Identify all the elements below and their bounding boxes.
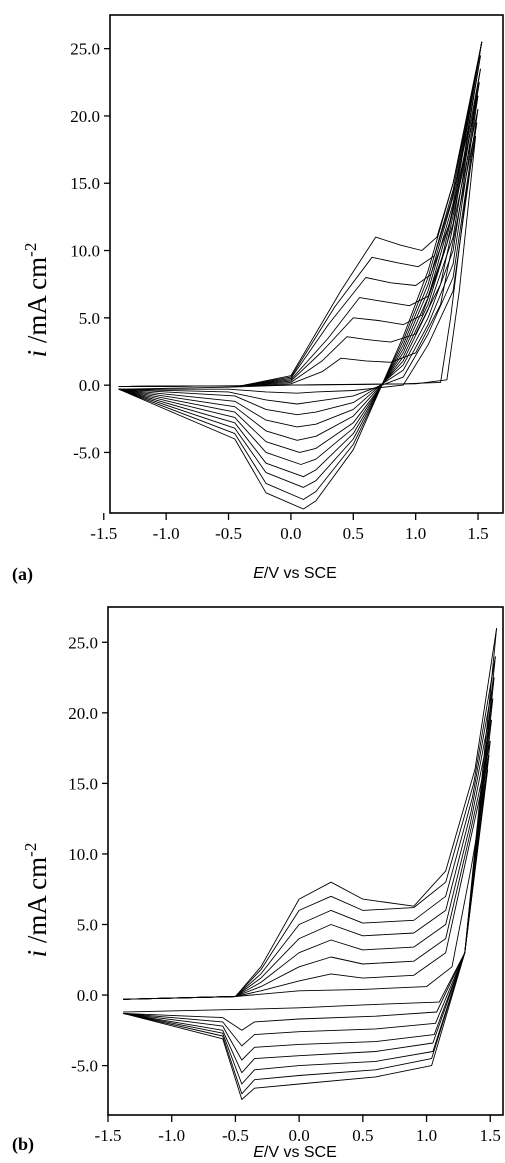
panel-label-b: (b) (12, 1134, 34, 1155)
cv-curve-b-1-cathodic (123, 769, 489, 1013)
y-tick-label-a: 5.0 (79, 309, 100, 328)
chart-panel-a: -5.0 0.0 5.0 10.0 15.0 20.0 25.0 -1.5 -1.0 -0.5 0… (12, 14, 504, 585)
cv-curve-a-12-cathodic (118, 41, 483, 510)
x-tick-label-b: -1.0 (158, 1126, 185, 1145)
x-tick-label-a: -1.5 (90, 524, 117, 543)
panel-label-a: (a) (12, 564, 33, 585)
x-tick-label-a: -1.0 (153, 524, 180, 543)
plot-frame-a (109, 14, 504, 514)
x-tick-label-b: 0.0 (289, 1126, 310, 1145)
cv-curve-b-5-anodic (123, 698, 494, 1000)
y-tick-label-b: 25.0 (68, 633, 98, 652)
cv-curve-b-4-anodic (123, 719, 492, 1000)
cv-curve-a-11-cathodic (118, 41, 483, 500)
y-tick-label-b: 5.0 (77, 916, 98, 935)
cv-curve-b-2-anodic (123, 755, 490, 1000)
x-tick-label-a: -0.5 (215, 524, 242, 543)
cv-curve-b-4-cathodic (123, 719, 492, 1061)
cv-curve-a-6-anodic (118, 68, 481, 387)
y-tick-label-b: 10.0 (68, 845, 98, 864)
chart-panel-b: -5.0 0.0 5.0 10.0 15.0 20.0 25.0 -1.5 -1.0 -0.5 0… (12, 606, 504, 1161)
y-tick-label-a: 0.0 (79, 376, 100, 395)
cv-curve-a-1-cathodic (118, 136, 477, 390)
x-tick-label-b: 1.0 (416, 1126, 437, 1145)
cv-curve-b-7-cathodic (123, 656, 496, 1095)
cv-curve-a-3-anodic (118, 109, 479, 387)
cv-curve-a-4-anodic (118, 95, 479, 387)
cv-curve-a-9-cathodic (118, 41, 483, 478)
cv-curve-a-5-anodic (118, 82, 480, 387)
x-tick-label-a: 1.5 (467, 524, 488, 543)
cv-curve-b-3-anodic (123, 741, 491, 1000)
cv-curve-b-6-anodic (123, 677, 495, 1000)
cv-curve-a-10-cathodic (118, 41, 483, 488)
x-tick-label-a: 1.0 (405, 524, 426, 543)
x-tick-label-b: 0.5 (352, 1126, 373, 1145)
y-tick-label-b: 0.0 (77, 986, 98, 1005)
y-tick-label-a: -5.0 (73, 443, 100, 462)
cv-curve-b-8-cathodic (123, 628, 498, 1100)
y-axis-label-b: i /mA cm-2 (21, 843, 52, 958)
y-axis-a: -5.0 0.0 5.0 10.0 15.0 20.0 25.0 (70, 40, 110, 462)
cv-curve-b-1-anodic (123, 769, 489, 1000)
y-tick-label-a: 10.0 (70, 242, 100, 261)
cv-curve-b-8-anodic (123, 628, 498, 1000)
cv-curve-a-1-anodic (118, 136, 477, 387)
x-tick-label-b: -0.5 (222, 1126, 249, 1145)
cv-curve-a-2-cathodic (118, 122, 478, 394)
x-tick-label-a: 0.5 (343, 524, 364, 543)
cv-curve-b-3-cathodic (123, 741, 491, 1047)
x-tick-label-b: 1.5 (480, 1126, 501, 1145)
cv-curve-a-5-cathodic (118, 82, 480, 428)
cv-curve-a-6-cathodic (118, 68, 481, 441)
cv-curve-b-2-cathodic (123, 755, 490, 1031)
cv-curve-a-2-anodic (118, 122, 478, 387)
x-axis-label-b: E/V vs SCE (253, 1144, 337, 1161)
x-axis-b: -1.5 -1.0 -0.5 0.0 0.5 1.0 1.5 (95, 1115, 501, 1145)
x-axis-label-a: E/V vs SCE (253, 565, 337, 582)
plot-frame-b (107, 606, 504, 1116)
curves-b (123, 628, 498, 1100)
cv-curve-b-5-cathodic (123, 698, 494, 1074)
y-axis-b: -5.0 0.0 5.0 10.0 15.0 20.0 25.0 (68, 633, 108, 1076)
y-tick-label-a: 20.0 (70, 107, 100, 126)
y-tick-label-b: -5.0 (71, 1057, 98, 1076)
x-axis-a: -1.5 -1.0 -0.5 0.0 0.5 1.0 1.5 (90, 513, 489, 543)
cv-curve-a-7-cathodic (118, 55, 481, 453)
y-tick-label-b: 15.0 (68, 774, 98, 793)
cv-curve-a-4-cathodic (118, 95, 479, 416)
y-tick-label-a: 15.0 (70, 174, 100, 193)
curves-a (118, 41, 483, 510)
cv-curve-b-7-anodic (123, 656, 496, 1000)
y-axis-label-a: i /mA cm-2 (21, 243, 52, 358)
y-tick-label-a: 25.0 (70, 40, 100, 59)
cv-curve-a-3-cathodic (118, 109, 479, 405)
x-tick-label-b: -1.5 (95, 1126, 122, 1145)
y-tick-label-b: 20.0 (68, 704, 98, 723)
cv-curve-a-8-cathodic (118, 41, 483, 465)
x-tick-label-a: 0.0 (280, 524, 301, 543)
